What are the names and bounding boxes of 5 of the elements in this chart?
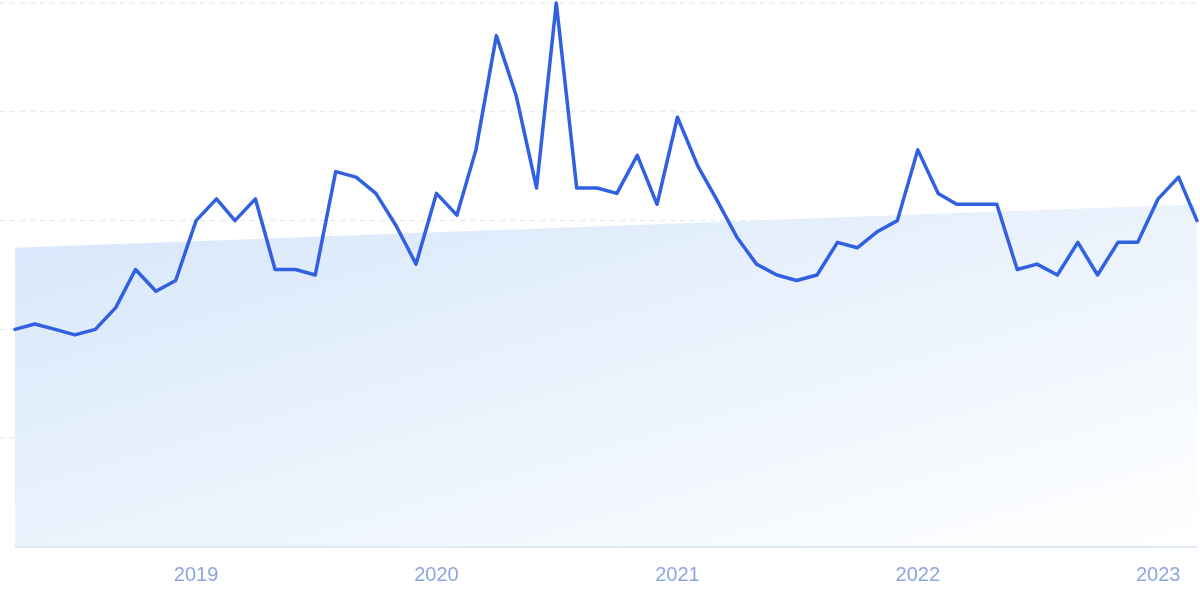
x-tick-label: 2020 (414, 563, 459, 585)
x-tick-label: 2023 (1135, 563, 1181, 585)
x-tick-label: 2019 (173, 563, 219, 585)
x-tick-label: 2022 (895, 563, 941, 585)
x-tick-label: 2021 (655, 563, 700, 585)
